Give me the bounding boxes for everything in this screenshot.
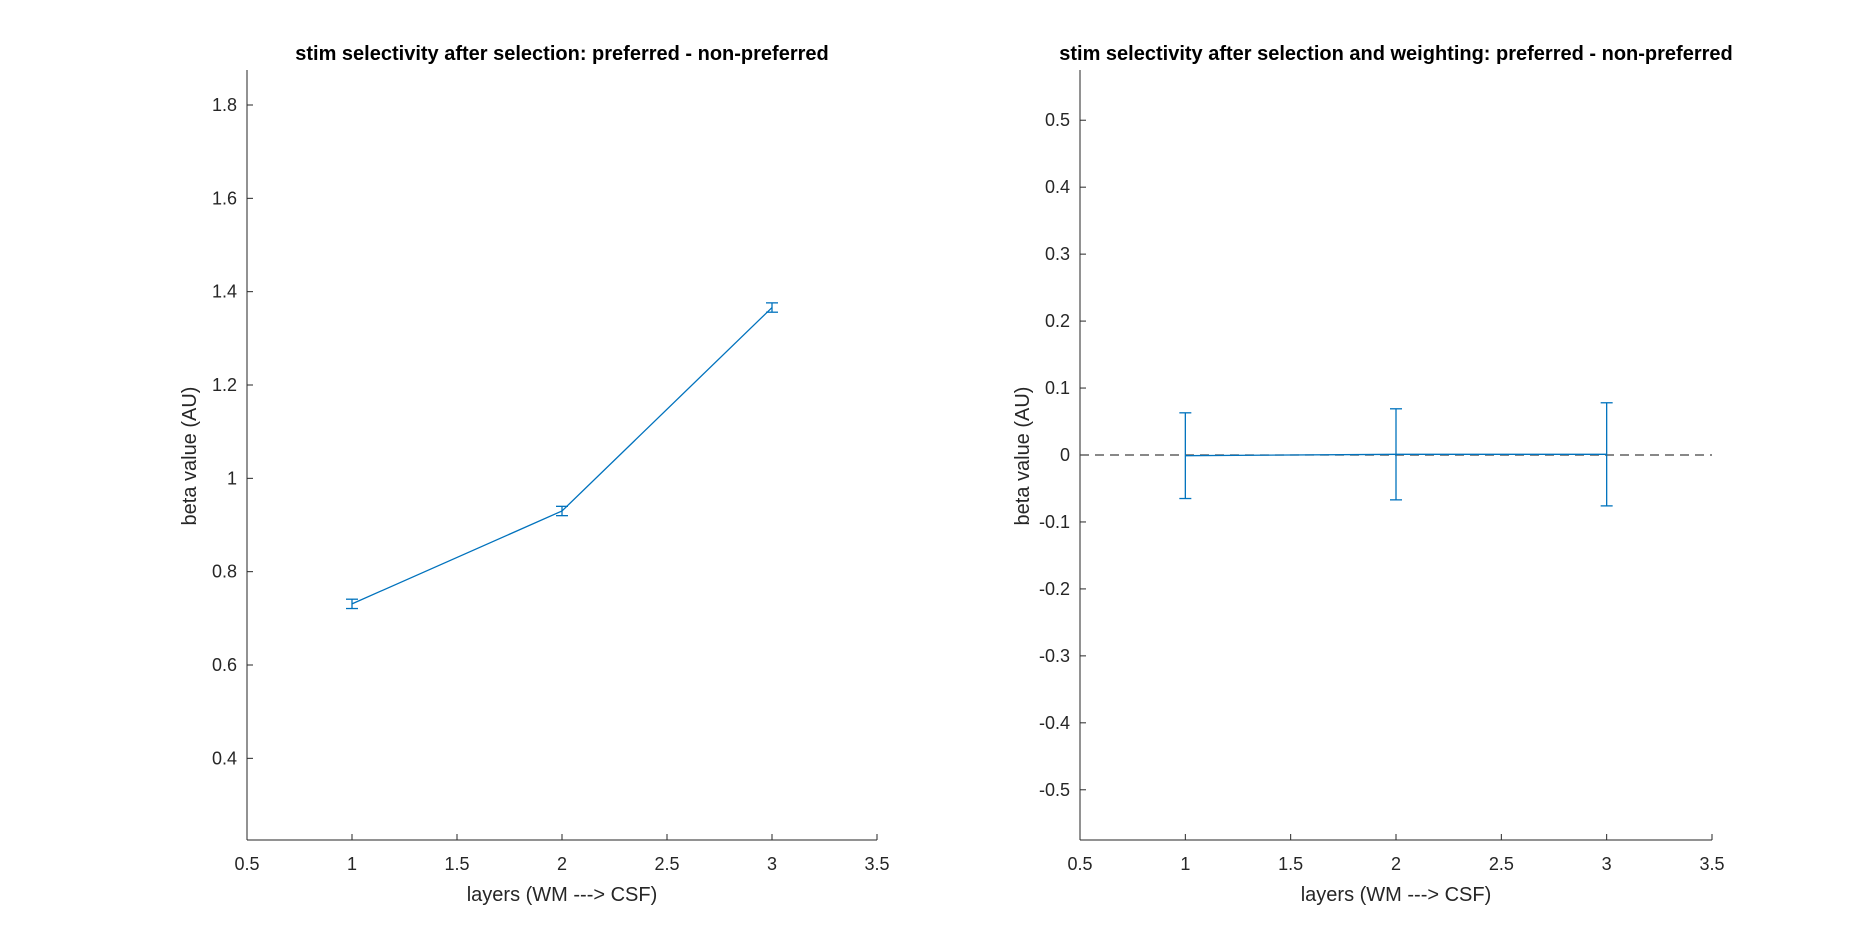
left-error-bar — [556, 505, 568, 517]
right-y-tick-label: 0 — [1060, 445, 1070, 465]
left-subplot: stim selectivity after selection: prefer… — [179, 43, 890, 906]
left-plot-marks — [346, 302, 778, 610]
left-x-tick-label: 3.5 — [864, 854, 889, 874]
right-x-tick-label: 2 — [1391, 854, 1401, 874]
right-y-tick-label: 0.2 — [1045, 311, 1070, 331]
left-x-ticks: 0.5 1 1.5 2 2.5 3 3.5 — [234, 834, 890, 874]
right-y-axis-label: beta value (AU) — [1012, 387, 1034, 526]
left-error-bar — [346, 598, 358, 610]
right-subplot: stim selectivity after selection and wei… — [1012, 43, 1733, 906]
right-y-tick-label: 0.4 — [1045, 177, 1070, 197]
left-y-tick-label: 1.6 — [212, 188, 237, 208]
right-error-bar — [1179, 412, 1192, 500]
left-y-axis-label: beta value (AU) — [179, 387, 201, 526]
right-x-tick-label: 3 — [1602, 854, 1612, 874]
left-x-tick-label: 0.5 — [234, 854, 259, 874]
left-y-tick-label: 0.6 — [212, 655, 237, 675]
left-y-tick-label: 1.4 — [212, 282, 237, 302]
right-error-bar — [1390, 408, 1402, 501]
right-x-axis-label: layers (WM ---> CSF) — [1301, 884, 1492, 906]
right-y-tick-label: 0.3 — [1045, 244, 1070, 264]
right-x-ticks: 0.5 1 1.5 2 2.5 3 3.5 — [1067, 834, 1725, 874]
left-x-tick-label: 3 — [767, 854, 777, 874]
left-axes — [246, 70, 877, 841]
right-x-tick-label: 3.5 — [1699, 854, 1724, 874]
right-x-tick-label: 1 — [1180, 854, 1190, 874]
left-error-bar — [766, 302, 778, 313]
left-x-tick-label: 2 — [557, 854, 567, 874]
right-y-tick-label: -0.5 — [1039, 780, 1070, 800]
right-error-bar — [1600, 402, 1613, 507]
right-chart-title: stim selectivity after selection and wei… — [1059, 43, 1733, 65]
left-x-tick-label: 2.5 — [654, 854, 679, 874]
left-x-tick-label: 1.5 — [444, 854, 469, 874]
left-y-ticks: 0.4 0.6 0.8 1 1.2 1.4 1.6 1.8 — [212, 95, 253, 768]
left-x-axis-label: layers (WM ---> CSF) — [467, 884, 658, 906]
right-x-tick-label: 2.5 — [1489, 854, 1514, 874]
left-y-tick-label: 1.2 — [212, 375, 237, 395]
left-y-tick-label: 1.8 — [212, 95, 237, 115]
right-y-tick-label: -0.4 — [1039, 713, 1070, 733]
right-y-tick-label: 0.1 — [1045, 378, 1070, 398]
left-y-tick-label: 0.8 — [212, 562, 237, 582]
left-chart-title: stim selectivity after selection: prefer… — [295, 43, 829, 65]
left-y-tick-label: 0.4 — [212, 748, 237, 768]
right-x-tick-label: 1.5 — [1278, 854, 1303, 874]
right-plot-marks — [1080, 402, 1712, 507]
right-y-tick-label: 0.5 — [1045, 110, 1070, 130]
left-x-tick-label: 1 — [347, 854, 357, 874]
right-y-tick-label: -0.2 — [1039, 579, 1070, 599]
left-y-tick-label: 1 — [227, 468, 237, 488]
right-y-tick-label: -0.1 — [1039, 512, 1070, 532]
right-y-tick-label: -0.3 — [1039, 646, 1070, 666]
right-y-ticks: -0.5 -0.4 -0.3 -0.2 -0.1 0 0.1 0.2 0.3 0.4 0.5 — [1039, 110, 1086, 800]
right-x-tick-label: 0.5 — [1067, 854, 1092, 874]
